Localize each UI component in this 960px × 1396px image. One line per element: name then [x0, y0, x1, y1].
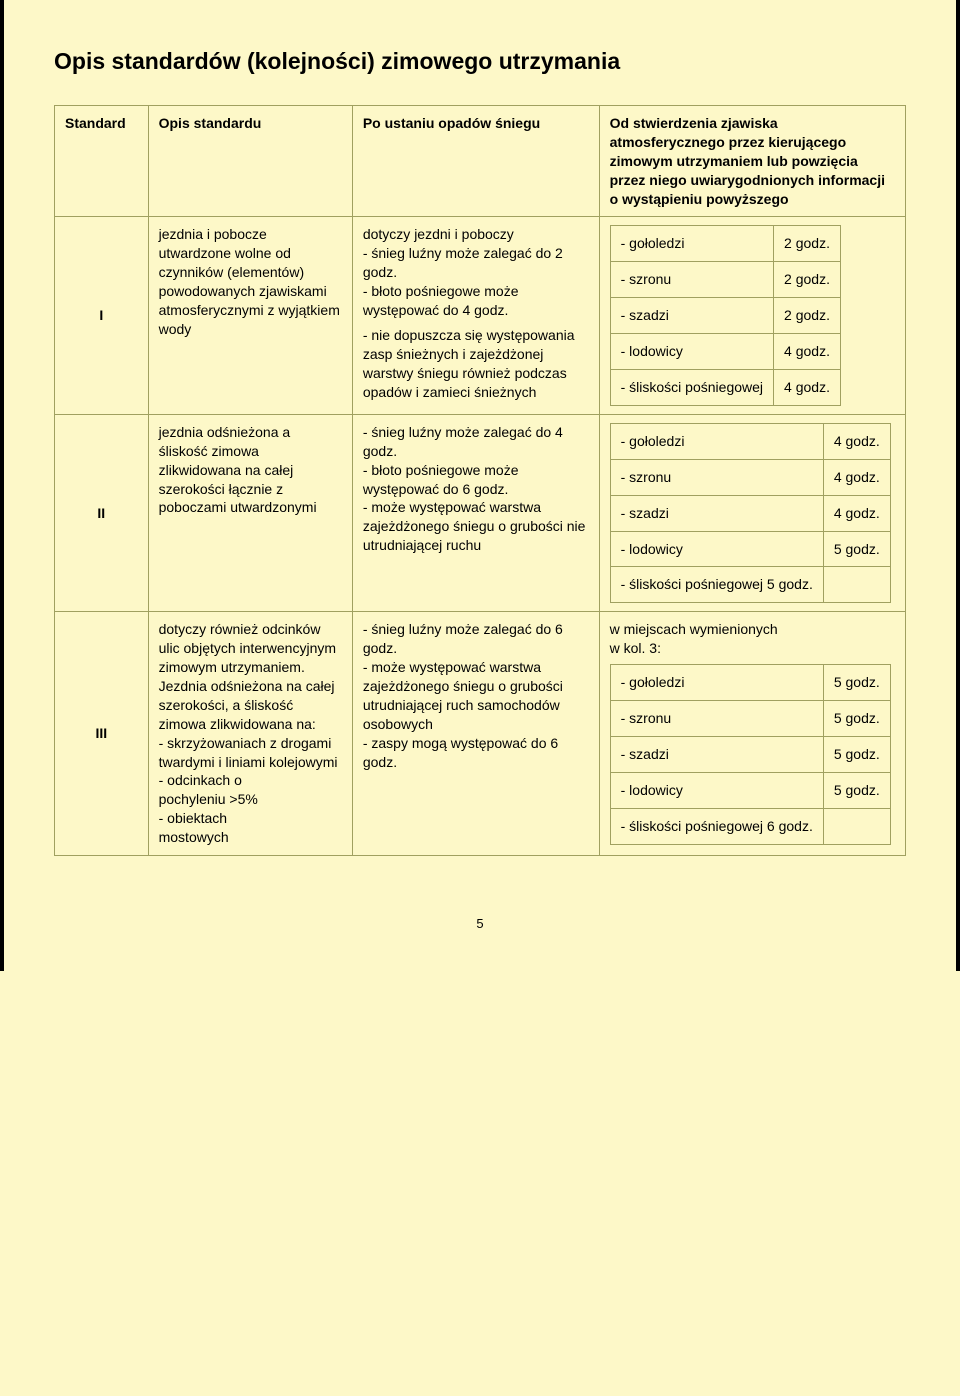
times-cell: - gołoledzi2 godz.- szronu2 godz.- szadz… — [599, 217, 905, 414]
standards-table: Standard Opis standardu Po ustaniu opadó… — [54, 105, 906, 856]
times-label: - szronu — [610, 262, 773, 298]
opis-cell: jezdnia i pobocze utwardzone wolne od cz… — [148, 217, 352, 414]
times-row: - szadzi4 godz. — [610, 495, 890, 531]
times-value: 4 godz. — [823, 423, 890, 459]
standard-label: II — [55, 414, 149, 611]
times-row: - gołoledzi2 godz. — [610, 226, 840, 262]
times-value: 4 godz. — [774, 334, 841, 370]
times-value: 4 godz. — [774, 370, 841, 406]
header-po-ustaniu: Po ustaniu opadów śniegu — [352, 106, 599, 217]
times-label: - szadzi — [610, 736, 823, 772]
times-row: - gołoledzi5 godz. — [610, 665, 890, 701]
times-row: - lodowicy4 godz. — [610, 334, 840, 370]
table-row: IIIdotyczy również odcinków ulic objętyc… — [55, 612, 906, 856]
po-ustaniu-cell: - śnieg luźny może zalegać do 6 godz. - … — [352, 612, 599, 856]
times-row: - szronu5 godz. — [610, 701, 890, 737]
times-value: 2 godz. — [774, 262, 841, 298]
times-label: - szadzi — [610, 495, 823, 531]
standard-label: I — [55, 217, 149, 414]
times-label: - lodowicy — [610, 334, 773, 370]
page-title: Opis standardów (kolejności) zimowego ut… — [54, 48, 906, 75]
times-preamble: w miejscach wymienionych w kol. 3: — [610, 620, 895, 658]
times-value: 2 godz. — [774, 298, 841, 334]
header-od-stwierdzenia: Od stwierdzenia zjawiska atmosferycznego… — [599, 106, 905, 217]
times-label: - śliskości pośniegowej 6 godz. — [610, 808, 823, 844]
times-label: - lodowicy — [610, 772, 823, 808]
times-value — [823, 808, 890, 844]
times-value: 2 godz. — [774, 226, 841, 262]
times-row: - szadzi5 godz. — [610, 736, 890, 772]
times-value: 5 godz. — [823, 736, 890, 772]
po-ustaniu-text: - śnieg luźny może zalegać do 6 godz. - … — [363, 620, 589, 771]
times-row: - szronu2 godz. — [610, 262, 840, 298]
times-label: - śliskości pośniegowej — [610, 370, 773, 406]
times-row: - śliskości pośniegowej 5 godz. — [610, 567, 890, 603]
times-subtable: - gołoledzi5 godz.- szronu5 godz.- szadz… — [610, 664, 891, 844]
times-row: - lodowicy5 godz. — [610, 531, 890, 567]
times-label: - szronu — [610, 701, 823, 737]
po-ustaniu-text-2: - nie dopuszcza się występowania zasp śn… — [363, 326, 589, 402]
times-value: 4 godz. — [823, 495, 890, 531]
header-standard: Standard — [55, 106, 149, 217]
times-row: - lodowicy5 godz. — [610, 772, 890, 808]
times-value: 5 godz. — [823, 772, 890, 808]
standard-label: III — [55, 612, 149, 856]
times-value — [823, 567, 890, 603]
times-label: - gołoledzi — [610, 226, 773, 262]
po-ustaniu-cell: - śnieg luźny może zalegać do 4 godz. - … — [352, 414, 599, 611]
po-ustaniu-text: dotyczy jezdni i poboczy - śnieg luźny m… — [363, 225, 589, 319]
times-subtable: - gołoledzi4 godz.- szronu4 godz.- szadz… — [610, 423, 891, 603]
times-label: - szronu — [610, 459, 823, 495]
times-cell: - gołoledzi4 godz.- szronu4 godz.- szadz… — [599, 414, 905, 611]
times-row: - gołoledzi4 godz. — [610, 423, 890, 459]
po-ustaniu-cell: dotyczy jezdni i poboczy - śnieg luźny m… — [352, 217, 599, 414]
times-cell: w miejscach wymienionych w kol. 3: - goło… — [599, 612, 905, 856]
times-row: - szronu4 godz. — [610, 459, 890, 495]
times-label: - śliskości pośniegowej 5 godz. — [610, 567, 823, 603]
times-value: 5 godz. — [823, 701, 890, 737]
times-label: - lodowicy — [610, 531, 823, 567]
opis-cell: dotyczy również odcinków ulic objętych i… — [148, 612, 352, 856]
times-label: - gołoledzi — [610, 423, 823, 459]
times-value: 5 godz. — [823, 665, 890, 701]
times-value: 5 godz. — [823, 531, 890, 567]
table-row: IIjezdnia odśnieżona a śliskość zimowa z… — [55, 414, 906, 611]
page-number: 5 — [54, 916, 906, 931]
table-row: Ijezdnia i pobocze utwardzone wolne od c… — [55, 217, 906, 414]
times-row: - śliskości pośniegowej4 godz. — [610, 370, 840, 406]
header-opis: Opis standardu — [148, 106, 352, 217]
times-label: - szadzi — [610, 298, 773, 334]
times-row: - szadzi2 godz. — [610, 298, 840, 334]
opis-cell: jezdnia odśnieżona a śliskość zimowa zli… — [148, 414, 352, 611]
times-value: 4 godz. — [823, 459, 890, 495]
times-row: - śliskości pośniegowej 6 godz. — [610, 808, 890, 844]
times-subtable: - gołoledzi2 godz.- szronu2 godz.- szadz… — [610, 225, 841, 405]
po-ustaniu-text: - śnieg luźny może zalegać do 4 godz. - … — [363, 423, 589, 555]
times-label: - gołoledzi — [610, 665, 823, 701]
table-header-row: Standard Opis standardu Po ustaniu opadó… — [55, 106, 906, 217]
